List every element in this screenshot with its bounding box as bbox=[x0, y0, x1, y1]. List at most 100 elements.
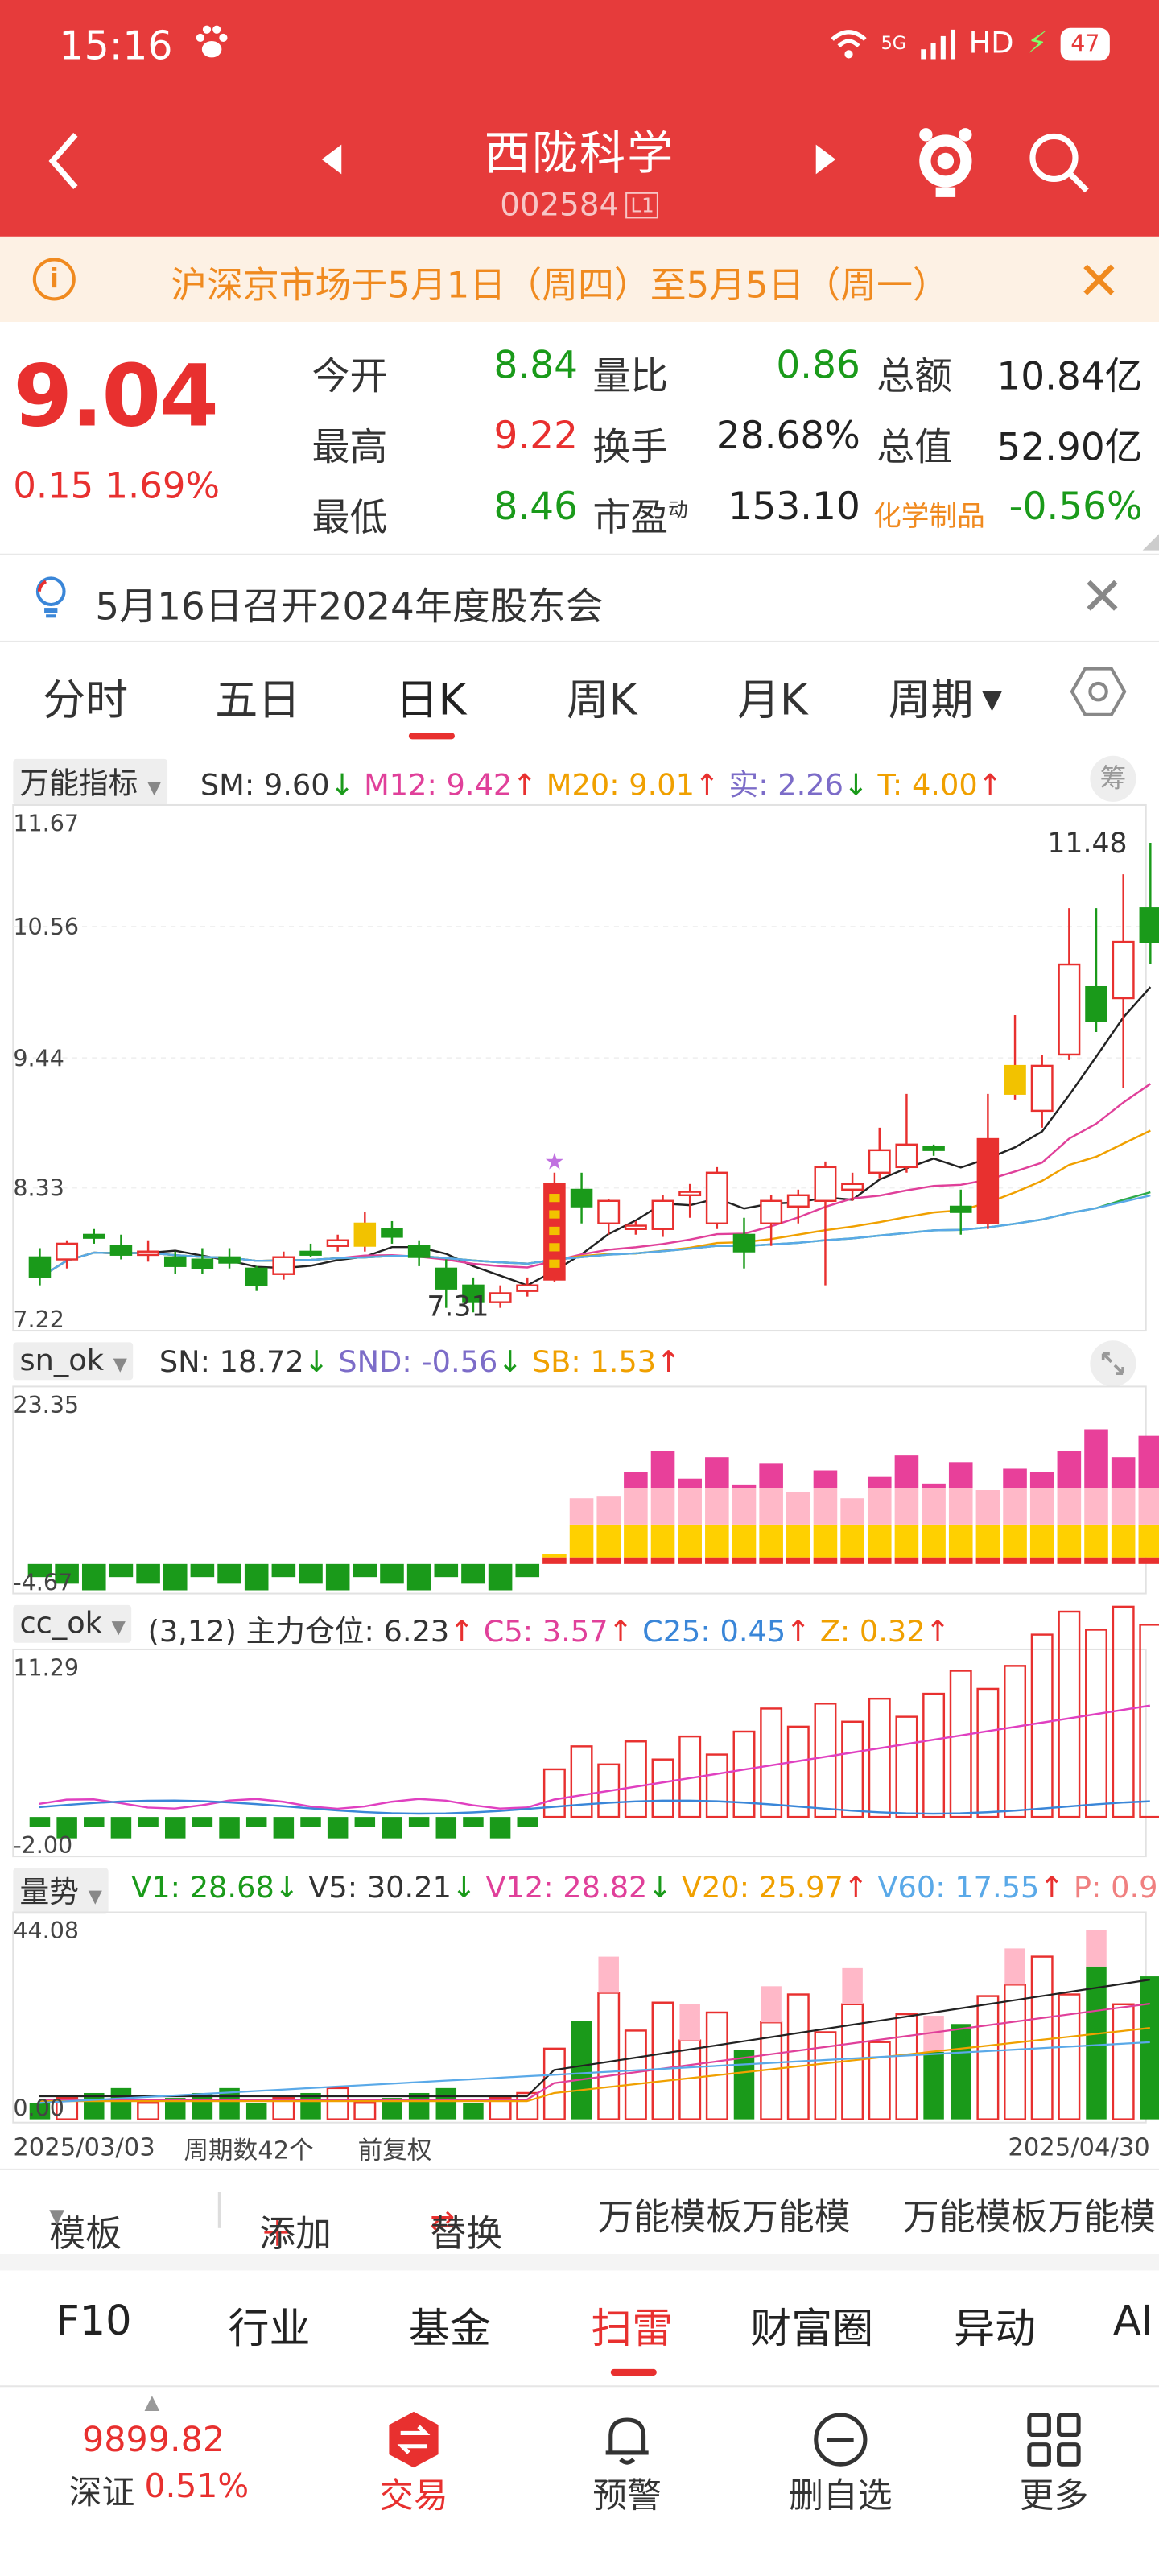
sn-indicator-select[interactable]: sn_ok ▼ bbox=[13, 1342, 134, 1381]
template-item-2[interactable]: 万能模板万能模 bbox=[902, 2198, 1156, 2240]
caret-down-icon: ▼ bbox=[973, 683, 1003, 715]
candle-stripe bbox=[549, 1210, 560, 1219]
candle-body bbox=[326, 1239, 349, 1247]
volume-bar bbox=[624, 2029, 647, 2120]
indicator-value: C25: 0.45 bbox=[642, 1615, 786, 1649]
kline-chart[interactable]: ★ bbox=[0, 0, 1159, 2169]
candle-body bbox=[1112, 940, 1135, 1000]
candle-body bbox=[705, 1171, 728, 1224]
mascot-icon[interactable] bbox=[913, 125, 979, 200]
nav-alert[interactable]: 预警 bbox=[592, 2475, 662, 2516]
sn-bar bbox=[705, 1457, 729, 1488]
indicator-value: P: 0.99 bbox=[1073, 1871, 1159, 1906]
charging-icon: ⚡ bbox=[1026, 26, 1048, 61]
sn-bar bbox=[1029, 1557, 1054, 1564]
arrow-down-icon: ↓ bbox=[451, 1871, 476, 1906]
candle-body bbox=[597, 1199, 621, 1224]
volume-bar bbox=[976, 1995, 1000, 2120]
bell-icon[interactable] bbox=[597, 2410, 656, 2469]
search-icon[interactable] bbox=[1025, 128, 1094, 197]
caret-down-icon: ▼ bbox=[113, 1353, 127, 1376]
cc-bar bbox=[542, 1768, 566, 1818]
tab-period[interactable]: 周期 ▼ bbox=[888, 667, 1002, 729]
tab-f10[interactable]: F10 bbox=[56, 2297, 132, 2345]
next-stock-icon[interactable] bbox=[815, 144, 836, 175]
arrow-up-icon: ↑ bbox=[449, 1615, 475, 1649]
sector-label[interactable]: 化学制品 bbox=[873, 501, 985, 535]
event-close-icon[interactable]: ✕ bbox=[1080, 565, 1124, 628]
tab-wealth-circle[interactable]: 财富圈 bbox=[750, 2305, 874, 2353]
indicator-value: T: 4.00 bbox=[877, 769, 978, 803]
volume-bar bbox=[733, 2050, 755, 2120]
candle-body bbox=[245, 1267, 268, 1286]
tab-week-k[interactable]: 周K bbox=[566, 676, 637, 727]
index-value[interactable]: 9899.82 bbox=[81, 2420, 225, 2460]
sn-bar bbox=[759, 1524, 783, 1558]
main-indicator-select[interactable]: 万能指标 ▼ bbox=[13, 758, 168, 805]
sn-bar bbox=[678, 1524, 702, 1558]
back-icon[interactable] bbox=[39, 128, 92, 194]
cc-bar bbox=[273, 1817, 295, 1839]
sn-bar bbox=[596, 1557, 621, 1564]
sn-bar bbox=[542, 1557, 567, 1564]
indicator-value: SM: 9.60 bbox=[200, 769, 330, 803]
sn-bar bbox=[55, 1563, 79, 1584]
open-label: 今开 bbox=[311, 356, 388, 399]
notice-close-icon[interactable]: ✕ bbox=[1077, 250, 1121, 312]
cc-indicator-values: (3,12) 主力仓位: 6.23↑ C5: 3.57↑ C25: 0.45↑ … bbox=[148, 1608, 951, 1651]
sn-bar bbox=[867, 1476, 892, 1488]
grid-icon[interactable] bbox=[1025, 2410, 1083, 2469]
candle-body bbox=[895, 1143, 918, 1169]
adjust-mode[interactable]: 前复权 bbox=[357, 2136, 432, 2165]
candle-body bbox=[1058, 963, 1081, 1056]
tab-five-day[interactable]: 五日 bbox=[215, 676, 301, 727]
nav-more[interactable]: 更多 bbox=[1019, 2475, 1089, 2516]
candle-body bbox=[570, 1188, 593, 1208]
template-bar: 模板 ▼ | ＋添加 ⇄ 替换 万能模板万能模 万能模板万能模 bbox=[0, 2172, 1159, 2256]
tab-intraday[interactable]: 分时 bbox=[43, 676, 129, 727]
sn-bar bbox=[948, 1488, 973, 1525]
stock-name: 西陇科学 bbox=[484, 126, 675, 181]
remove-favorite-icon[interactable] bbox=[811, 2410, 870, 2469]
indicator-value: V60: 17.55 bbox=[877, 1871, 1040, 1906]
cc-bar bbox=[56, 1817, 77, 1839]
sn-bar bbox=[569, 1557, 594, 1564]
divider: | bbox=[213, 2188, 226, 2230]
event-banner[interactable]: 5月16日召开2024年度股东会 ✕ bbox=[0, 555, 1159, 641]
arrow-down-icon: ↓ bbox=[274, 1871, 299, 1906]
period-count: 周期数42个 bbox=[184, 2136, 314, 2165]
sn-bar bbox=[81, 1563, 106, 1591]
nav-remove-favorite[interactable]: 删自选 bbox=[789, 2475, 893, 2516]
trade-icon[interactable] bbox=[384, 2410, 443, 2469]
tab-fund[interactable]: 基金 bbox=[408, 2305, 491, 2353]
candle-body bbox=[191, 1258, 214, 1269]
tab-risk-scan[interactable]: 扫雷 bbox=[591, 2305, 674, 2353]
tab-anomaly[interactable]: 异动 bbox=[954, 2305, 1037, 2353]
expand-icon[interactable] bbox=[1090, 1340, 1136, 1387]
sn-bar bbox=[299, 1563, 323, 1584]
vol-indicator-bar: 量势 ▼ V1: 28.68↓ V5: 30.21↓ V12: 28.82↓ V… bbox=[0, 1864, 1159, 1914]
cc-bar bbox=[192, 1817, 213, 1827]
nav-trade[interactable]: 交易 bbox=[379, 2475, 448, 2516]
tab-day-k[interactable]: 日K bbox=[395, 676, 467, 727]
sn-bar bbox=[786, 1492, 810, 1525]
sn-bar bbox=[1003, 1488, 1027, 1525]
cc-indicator-select[interactable]: cc_ok ▼ bbox=[13, 1604, 133, 1643]
tab-ai[interactable]: AI bbox=[1112, 2297, 1153, 2345]
candle-body bbox=[462, 1284, 485, 1303]
cc-bar bbox=[1004, 1665, 1027, 1818]
sn-bar bbox=[650, 1557, 675, 1564]
settings-hex-icon[interactable] bbox=[1070, 663, 1127, 719]
section-gap bbox=[0, 2253, 1159, 2271]
volume-bar bbox=[895, 2013, 918, 2120]
tab-industry[interactable]: 行业 bbox=[228, 2305, 311, 2353]
template-item-1[interactable]: 万能模板万能模 bbox=[597, 2198, 851, 2240]
tab-month-k[interactable]: 月K bbox=[736, 676, 808, 727]
battery-icon: 47 bbox=[1060, 27, 1110, 60]
chips-button[interactable]: 筹 bbox=[1090, 755, 1136, 802]
vol-indicator-select[interactable]: 量势 ▼ bbox=[13, 1868, 109, 1914]
star-marker: ★ bbox=[544, 1148, 565, 1175]
prev-stock-icon[interactable] bbox=[321, 144, 342, 175]
tab-period-label: 周期 bbox=[888, 676, 974, 727]
info-icon: i bbox=[32, 258, 76, 301]
